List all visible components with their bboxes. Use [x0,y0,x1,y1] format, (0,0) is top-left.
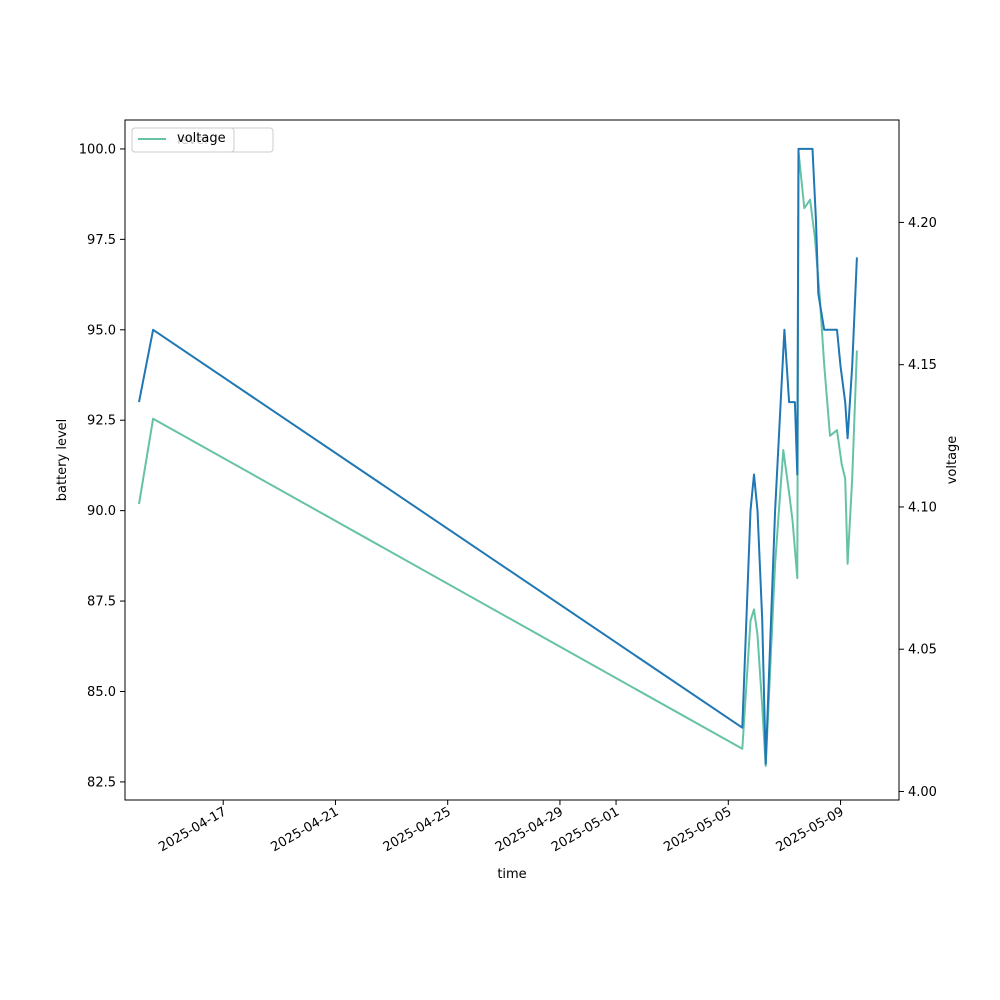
y-left-tick-label: 82.5 [87,775,116,790]
x-tick-label: 2025-05-05 [661,804,734,855]
legend-voltage-label: voltage [177,131,226,146]
y-left-tick-label: 85.0 [87,685,116,700]
x-tick-label: 2025-04-17 [156,804,229,855]
plot-frame [124,119,900,801]
x-axis-ticks: 2025-04-17 2025-04-21 2025-04-25 2025-04-29… [156,800,847,855]
x-tick-label: 2025-05-09 [774,804,847,855]
series-layer [138,147,858,767]
x-axis-label: time [497,867,526,882]
y-right-tick-label: 4.10 [908,500,937,515]
y-right-tick-label: 4.20 [908,216,937,231]
x-tick-label: 2025-04-21 [269,804,342,855]
series-line-level [138,147,858,765]
y-left-tick-label: 90.0 [87,504,116,519]
legend-voltage: voltage [131,127,235,153]
x-tick-label: 2025-04-25 [381,804,454,855]
y-right-tick-label: 4.00 [908,785,937,800]
y-left-axis-ticks: 82.5 85.0 87.5 90.0 92.5 95.0 97.5 100.0 [79,142,125,790]
y-left-tick-label: 87.5 [87,595,116,610]
y-right-axis-label: voltage [945,436,960,485]
y-left-axis-label: battery level [55,419,70,502]
y-left-tick-label: 95.0 [87,323,116,338]
y-right-tick-label: 4.15 [908,358,937,373]
y-right-tick-label: 4.05 [908,643,937,658]
y-right-axis-ticks: 4.00 4.05 4.10 4.15 4.20 [899,216,937,800]
y-left-tick-label: 92.5 [87,414,116,429]
y-left-tick-label: 100.0 [79,142,116,157]
y-left-tick-label: 97.5 [87,233,116,248]
